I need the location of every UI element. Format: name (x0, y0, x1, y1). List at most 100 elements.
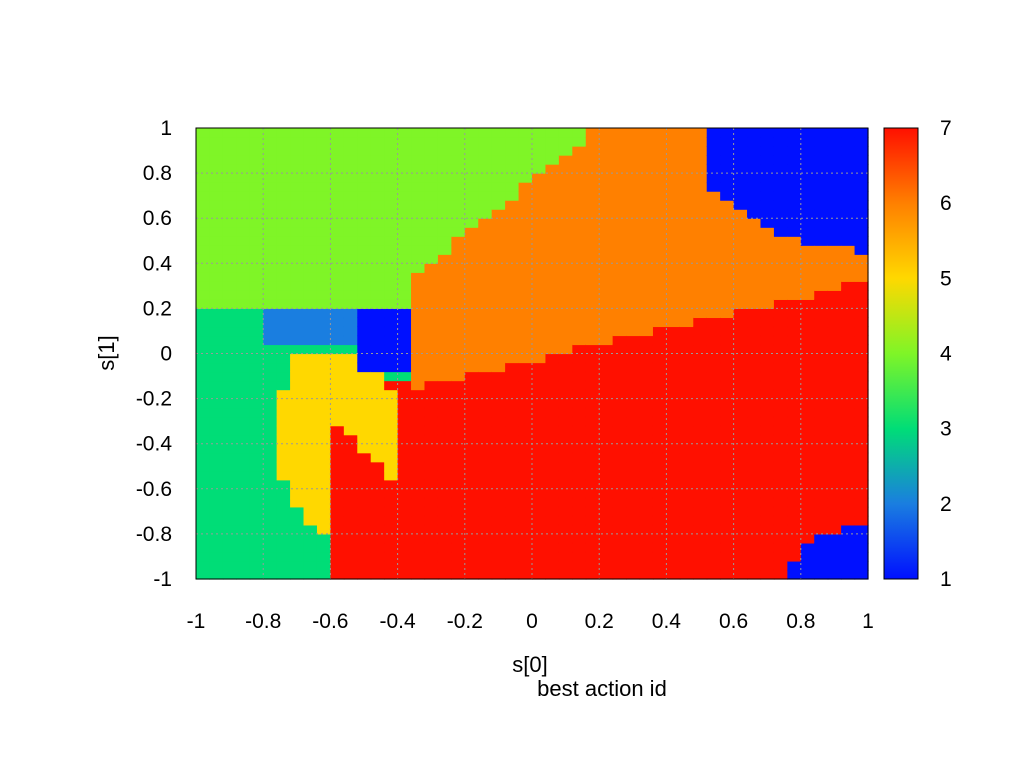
heatmap-cell (316, 236, 331, 246)
heatmap-cell (370, 371, 385, 382)
heatmap-cell (706, 416, 721, 427)
heatmap-cell (800, 497, 815, 508)
heatmap-cell (518, 470, 533, 481)
heatmap-cell (787, 155, 802, 165)
heatmap-cell (290, 497, 305, 508)
heatmap-cell (787, 542, 802, 553)
heatmap-cell (411, 290, 426, 300)
heatmap-cell (276, 335, 291, 346)
heatmap-cell (558, 182, 573, 192)
heatmap-cell (800, 173, 815, 183)
heatmap-cell (451, 137, 466, 147)
heatmap-cell (276, 389, 291, 400)
heatmap-cell (236, 416, 251, 427)
heatmap-cell (720, 506, 735, 517)
heatmap-cell (397, 308, 412, 319)
heatmap-cell (411, 245, 426, 255)
heatmap-cell (303, 416, 318, 427)
heatmap-cell (464, 263, 479, 273)
heatmap-cell (787, 416, 802, 427)
heatmap-cell (720, 416, 735, 427)
heatmap-cell (505, 155, 520, 165)
heatmap-cell (666, 200, 681, 210)
heatmap-cell (330, 173, 345, 183)
heatmap-cell (773, 452, 788, 463)
heatmap-cell (303, 326, 318, 337)
heatmap-cell (222, 164, 237, 174)
heatmap-cell (437, 344, 452, 355)
heatmap-cell (814, 362, 829, 373)
heatmap-cell (787, 452, 802, 463)
colorbar (883, 127, 919, 580)
heatmap-cell (747, 551, 762, 562)
heatmap-cell (800, 299, 815, 309)
heatmap-cell (666, 164, 681, 174)
heatmap-cell (290, 335, 305, 346)
heatmap-cell (357, 470, 372, 481)
heatmap-cell (693, 272, 708, 282)
heatmap-cell (370, 344, 385, 355)
heatmap-cell (827, 470, 842, 481)
heatmap-cell (411, 560, 426, 571)
heatmap-cell (464, 164, 479, 174)
heatmap-cell (330, 416, 345, 427)
y-tick-label: -0.2 (136, 388, 172, 411)
heatmap-cell (558, 434, 573, 445)
heatmap-cell (505, 326, 520, 337)
heatmap-cell (814, 353, 829, 364)
heatmap-cell (370, 560, 385, 571)
heatmap-cell (626, 146, 641, 156)
heatmap-cell (558, 155, 573, 165)
heatmap-cell (357, 155, 372, 165)
heatmap-cell (679, 488, 694, 499)
heatmap-cell (316, 227, 331, 237)
heatmap-cell (384, 461, 399, 472)
heatmap-cell (518, 137, 533, 147)
heatmap-cell (249, 425, 264, 436)
heatmap-cell (505, 389, 520, 400)
heatmap-cell (612, 200, 627, 210)
heatmap-cell (209, 434, 224, 445)
heatmap-cell (397, 551, 412, 562)
heatmap-cell (290, 488, 305, 499)
heatmap-cell (505, 380, 520, 391)
heatmap-cell (572, 560, 587, 571)
heatmap-cell (652, 335, 667, 346)
heatmap-cell (773, 524, 788, 535)
heatmap-cell (747, 290, 762, 300)
heatmap-cell (518, 488, 533, 499)
heatmap-cell (639, 344, 654, 355)
heatmap-cell (424, 569, 439, 580)
heatmap-cell (612, 335, 627, 346)
heatmap-cell (679, 182, 694, 192)
heatmap-cell (357, 308, 372, 319)
heatmap-cell (666, 344, 681, 355)
heatmap-cell (585, 290, 600, 300)
heatmap-cell (854, 533, 869, 544)
heatmap-cell (666, 218, 681, 228)
heatmap-cell (827, 272, 842, 282)
heatmap-cell (706, 371, 721, 382)
heatmap-cell (706, 155, 721, 165)
heatmap-cell (424, 362, 439, 373)
heatmap-cell (612, 560, 627, 571)
heatmap-cell (209, 317, 224, 328)
heatmap-cell (652, 182, 667, 192)
heatmap-cell (464, 398, 479, 409)
heatmap-cell (814, 281, 829, 291)
heatmap-cell (747, 218, 762, 228)
heatmap-cell (652, 425, 667, 436)
heatmap-cell (787, 308, 802, 319)
heatmap-cell (854, 200, 869, 210)
heatmap-cell (666, 380, 681, 391)
heatmap-cell (693, 398, 708, 409)
heatmap-cell (209, 200, 224, 210)
heatmap-cell (827, 236, 842, 246)
heatmap-cell (370, 182, 385, 192)
heatmap-cell (679, 200, 694, 210)
heatmap-cell (222, 380, 237, 391)
colorbar-tick-label: 4 (940, 343, 952, 366)
heatmap-cell (397, 461, 412, 472)
heatmap-cell (478, 164, 493, 174)
heatmap-cell (787, 191, 802, 201)
